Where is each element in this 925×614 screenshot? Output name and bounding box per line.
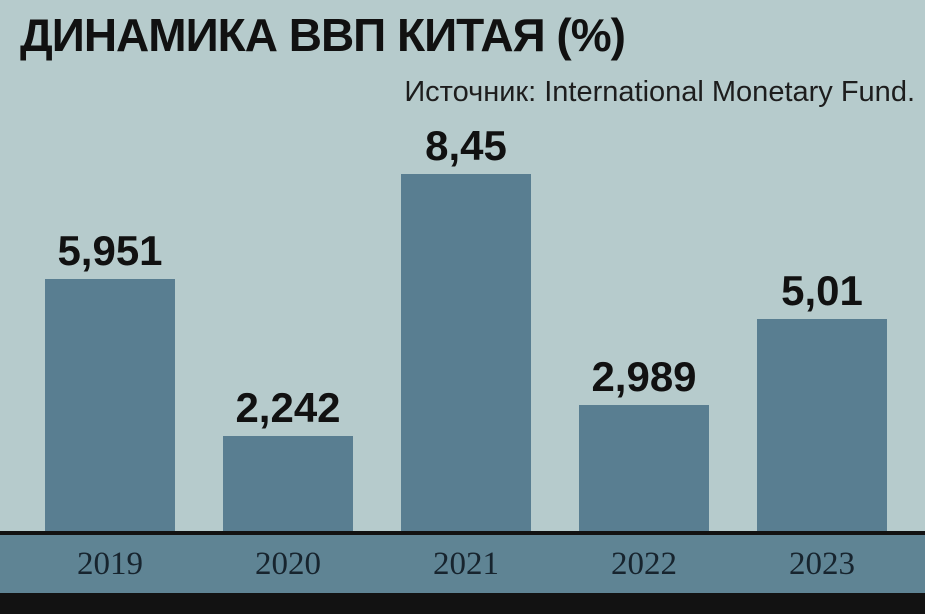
bar-value-label: 5,01 bbox=[781, 267, 863, 314]
axis-label-2019: 2019 bbox=[77, 545, 143, 582]
chart-source: Источник: International Monetary Fund. bbox=[404, 76, 915, 108]
bar-value-label: 5,951 bbox=[57, 227, 163, 274]
axis-label-2023: 2023 bbox=[789, 545, 855, 582]
bar-2022 bbox=[579, 405, 709, 531]
bar-column-2021: 8,45 bbox=[401, 125, 531, 531]
axis-label-2021: 2021 bbox=[433, 545, 499, 582]
footer-band bbox=[0, 593, 925, 614]
bar-column-2020: 2,242 bbox=[223, 387, 353, 531]
axis-label-2020: 2020 bbox=[255, 545, 321, 582]
bar-2020 bbox=[223, 436, 353, 531]
axis-label-2022: 2022 bbox=[611, 545, 677, 582]
x-axis-labels: 2019 2020 2021 2022 2023 bbox=[0, 535, 925, 593]
bar-column-2023: 5,01 bbox=[757, 270, 887, 531]
bar-value-label: 8,45 bbox=[425, 122, 507, 169]
plot-area: 5,951 2,242 8,45 2,989 5,01 bbox=[0, 121, 925, 531]
bar-column-2022: 2,989 bbox=[579, 356, 709, 531]
bar-2023 bbox=[757, 319, 887, 531]
chart-title: ДИНАМИКА ВВП КИТАЯ (%) bbox=[20, 9, 626, 61]
bars-container: 5,951 2,242 8,45 2,989 5,01 bbox=[0, 121, 925, 531]
bar-2021 bbox=[401, 174, 531, 531]
bar-value-label: 2,242 bbox=[235, 384, 341, 431]
x-axis-strip: 2019 2020 2021 2022 2023 bbox=[0, 531, 925, 593]
bar-2019 bbox=[45, 279, 175, 531]
bar-value-label: 2,989 bbox=[591, 353, 697, 400]
bar-column-2019: 5,951 bbox=[45, 230, 175, 531]
